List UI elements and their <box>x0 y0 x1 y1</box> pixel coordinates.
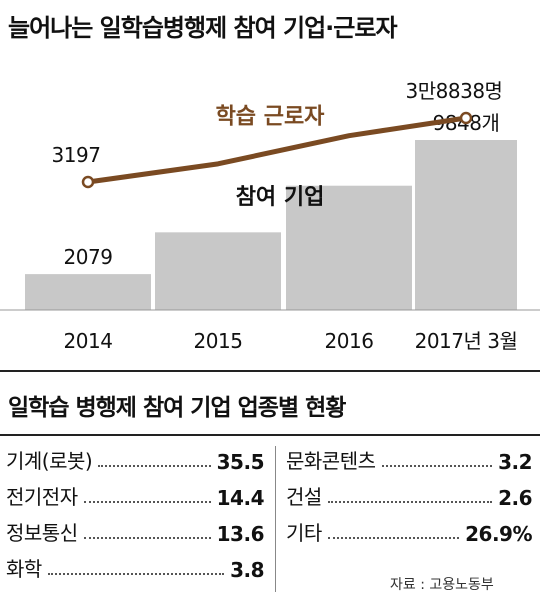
divider <box>0 434 540 436</box>
bar-2016 <box>286 185 412 310</box>
sector-row: 문화콘텐츠 3.2 <box>286 444 532 474</box>
sector-label: 기타 <box>286 521 322 545</box>
sector-value: 26.9% <box>465 522 532 546</box>
sector-label: 전기전자 <box>6 485 78 509</box>
sector-row: 정보통신 13.6 <box>6 516 265 546</box>
dot-leader <box>83 537 211 539</box>
bar-value-label: 2079 <box>64 245 113 269</box>
dot-leader <box>47 573 225 575</box>
bar-series-name: 참여 기업 <box>236 185 325 210</box>
x-tick-label: 2014 <box>64 329 113 353</box>
sector-row: 기타 26.9% <box>286 516 532 546</box>
x-tick-label: 2016 <box>325 329 374 353</box>
divider <box>0 370 540 372</box>
sector-label: 기계(로봇) <box>6 449 93 473</box>
dot-leader <box>327 537 460 539</box>
x-tick-label: 2015 <box>194 329 243 353</box>
line-value-label: 3197 <box>52 143 101 167</box>
sector-value: 13.6 <box>216 522 265 546</box>
line-series-name: 학습 근로자 <box>216 105 326 130</box>
sector-label: 화학 <box>6 557 42 581</box>
bar-2015 <box>155 232 281 310</box>
sector-label: 정보통신 <box>6 521 78 545</box>
sector-row: 기계(로봇) 35.5 <box>6 444 265 474</box>
line-point <box>459 111 473 125</box>
sector-value: 2.6 <box>498 486 532 510</box>
dot-leader <box>327 501 493 503</box>
dot-leader <box>83 501 211 503</box>
sector-label: 문화콘텐츠 <box>286 449 376 473</box>
sector-row: 전기전자 14.4 <box>6 480 265 510</box>
line-point <box>81 175 95 189</box>
bar-2014 <box>25 274 151 310</box>
column-divider <box>275 446 276 592</box>
bar-2017년 3월 <box>415 140 517 310</box>
dot-leader <box>98 465 211 467</box>
x-tick-label: 2017년 3월 <box>415 329 518 353</box>
chart-title: 늘어나는 일학습병행제 참여 기업·근로자 <box>8 14 398 42</box>
sector-row: 건설 2.6 <box>286 480 532 510</box>
sector-value: 35.5 <box>216 450 265 474</box>
sector-value: 3.8 <box>230 558 264 582</box>
line-series-path <box>87 115 467 185</box>
source-note: 자료 : 고용노동부 <box>390 577 494 593</box>
sector-value: 14.4 <box>216 486 265 510</box>
sector-value: 3.2 <box>498 450 532 474</box>
sector-label: 건설 <box>286 485 322 509</box>
line-value-label: 3만8838명 <box>406 79 503 103</box>
sector-title: 일학습 병행제 참여 기업 업종별 현황 <box>8 395 346 421</box>
dot-leader <box>381 465 493 467</box>
sector-row: 화학 3.8 <box>6 552 264 582</box>
